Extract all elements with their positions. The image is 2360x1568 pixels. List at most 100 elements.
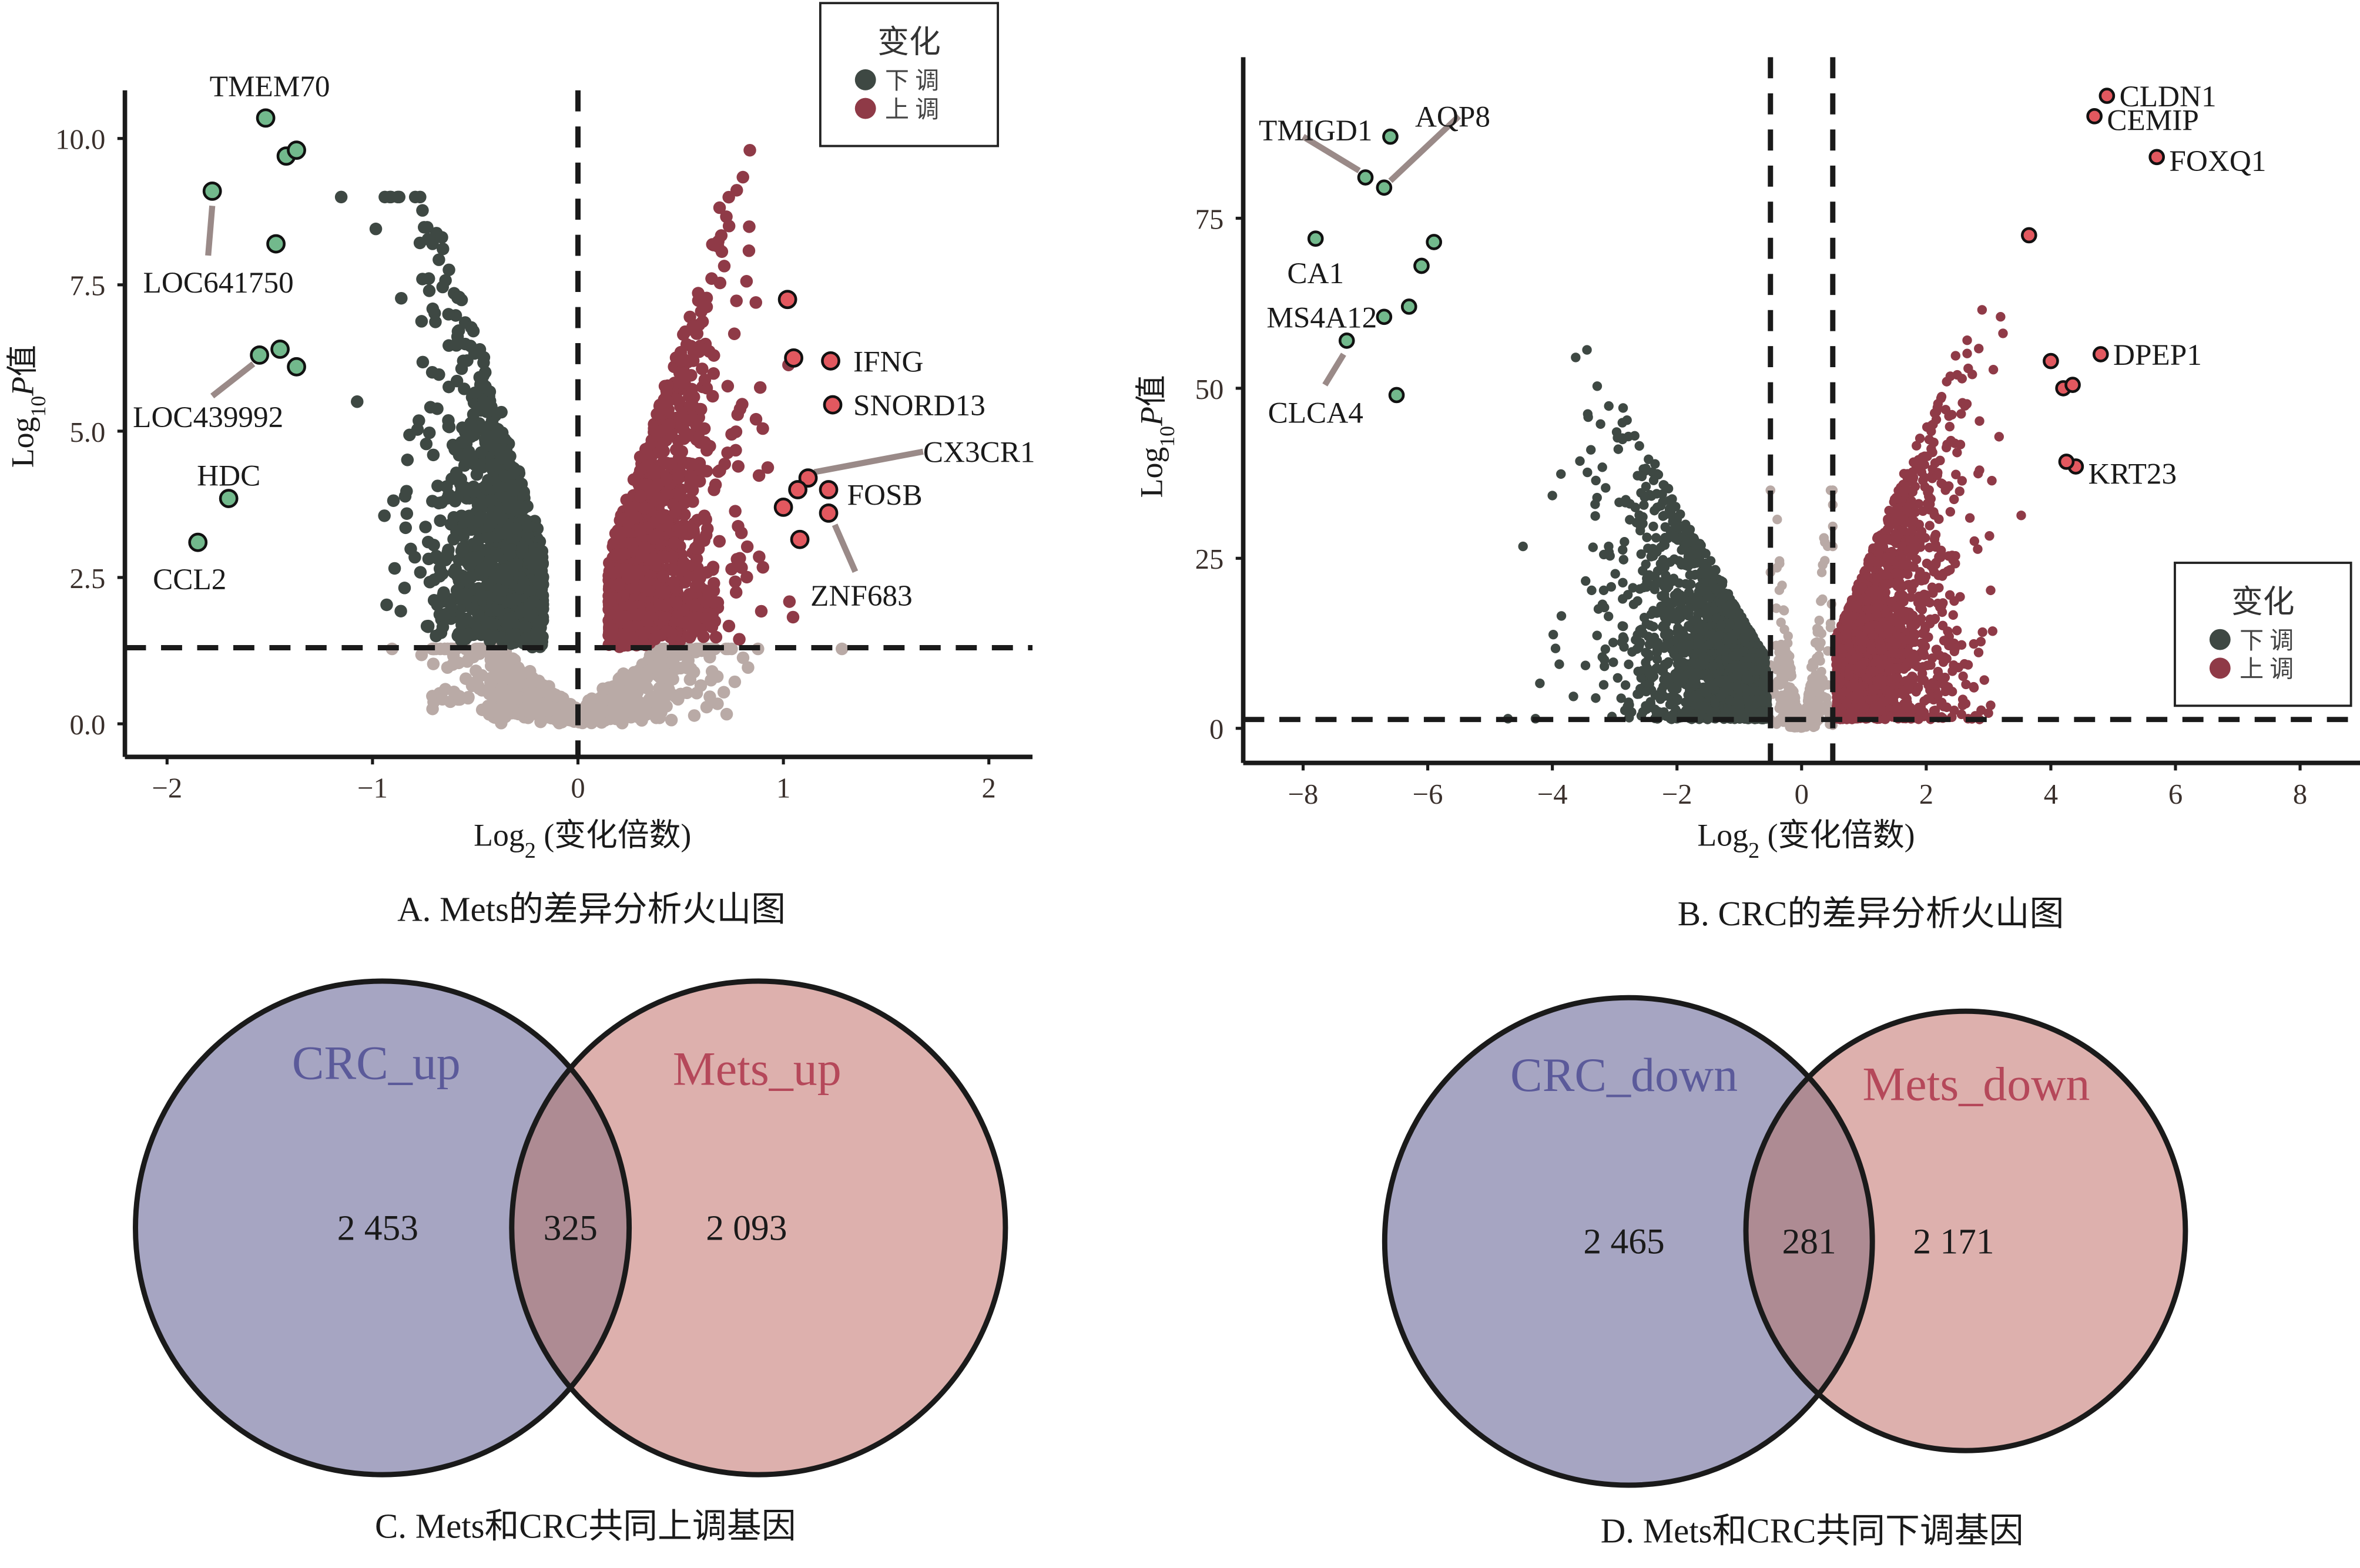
up-gene-point	[691, 539, 705, 552]
down-gene-point	[393, 190, 405, 204]
gene-label: SNORD13	[853, 389, 985, 422]
down-gene-point	[430, 549, 443, 563]
gene-label: ZNF683	[810, 579, 913, 613]
up-gene-point	[678, 496, 692, 509]
ns-gene-point	[531, 687, 544, 700]
ns-gene-point	[688, 709, 701, 722]
down-gene-point	[442, 308, 455, 321]
up-gene-point	[660, 384, 673, 398]
up-gene-point	[705, 620, 719, 633]
highlighted-gene-point	[266, 234, 286, 254]
up-gene-point	[685, 369, 698, 382]
down-gene-point	[518, 633, 532, 646]
label-leader-line	[210, 361, 256, 399]
highlighted-gene-point	[819, 503, 839, 523]
ns-gene-point	[654, 656, 667, 669]
ns-gene-point	[1805, 703, 1816, 714]
ns-gene-point	[542, 704, 555, 717]
highlighted-gene-point	[823, 395, 843, 415]
up-gene-point	[732, 460, 745, 473]
ns-gene-point	[1789, 690, 1799, 701]
down-gene-point	[414, 566, 427, 579]
down-gene-point	[521, 499, 534, 513]
down-gene-point	[440, 480, 453, 493]
down-gene-point	[530, 630, 543, 643]
down-gene-point	[485, 493, 498, 506]
gene-label: IFNG	[853, 345, 924, 378]
down-gene-point	[416, 355, 430, 369]
ns-gene-point	[680, 662, 693, 674]
down-gene-point	[495, 452, 508, 465]
down-gene-point	[529, 547, 543, 560]
down-gene-point	[472, 609, 485, 622]
down-gene-point	[398, 582, 411, 595]
up-gene-point	[670, 596, 683, 609]
y-tick-label: 7.5	[69, 270, 105, 302]
down-gene-point	[1616, 693, 1626, 703]
down-gene-point	[1684, 587, 1694, 597]
x-tick-label: −2	[152, 773, 182, 804]
up-gene-point	[783, 595, 796, 608]
ns-gene-point	[663, 673, 677, 686]
down-gene-point	[388, 562, 401, 575]
x-axis-title: Log2 (变化倍数)	[474, 818, 691, 863]
down-gene-point	[473, 459, 487, 473]
down-gene-point	[394, 605, 407, 617]
down-gene-point	[521, 520, 535, 533]
down-gene-point	[430, 629, 442, 643]
down-gene-point	[351, 395, 364, 408]
up-gene-point	[693, 571, 706, 585]
up-gene-point	[786, 610, 800, 624]
down-gene-point	[1595, 419, 1605, 429]
down-gene-point	[395, 291, 408, 305]
x-tick-label: 0	[571, 773, 585, 804]
ns-gene-point	[435, 693, 449, 706]
up-gene-point	[722, 619, 736, 633]
up-gene-point	[618, 547, 631, 560]
down-gene-point	[400, 507, 414, 521]
down-gene-point	[420, 620, 434, 633]
down-gene-point	[517, 576, 531, 589]
ns-gene-point	[562, 701, 575, 715]
ns-gene-point	[736, 651, 750, 664]
up-gene-point	[687, 523, 700, 536]
ns-gene-point	[643, 649, 657, 662]
down-gene-point	[509, 558, 522, 570]
up-gene-point	[742, 244, 756, 257]
up-gene-point	[655, 424, 668, 438]
up-gene-point	[699, 513, 712, 526]
ns-gene-point	[640, 708, 653, 721]
ns-gene-point	[596, 682, 609, 696]
down-gene-point	[1624, 659, 1634, 670]
down-gene-point	[1581, 576, 1591, 586]
down-gene-point	[415, 315, 428, 328]
up-gene-point	[652, 478, 665, 491]
up-gene-point	[634, 490, 647, 503]
down-gene-point	[435, 231, 448, 244]
down-gene-point	[455, 436, 468, 449]
up-gene-point	[706, 560, 720, 573]
ns-gene-point	[1782, 649, 1793, 659]
up-gene-point	[627, 473, 641, 486]
down-gene-point	[507, 628, 521, 641]
down-gene-point	[445, 601, 458, 615]
ns-gene-point	[628, 666, 641, 679]
up-gene-point	[657, 435, 671, 448]
down-gene-point	[434, 514, 447, 528]
ns-gene-point	[1810, 638, 1821, 648]
down-gene-point	[461, 354, 474, 367]
legend-swatch	[854, 69, 876, 90]
down-gene-point	[421, 233, 435, 246]
ns-gene-point	[1778, 605, 1789, 615]
down-gene-point	[474, 565, 488, 577]
ns-gene-point	[1819, 533, 1829, 543]
up-gene-point	[721, 380, 735, 393]
down-gene-point	[1568, 691, 1578, 701]
ns-gene-point	[453, 693, 467, 706]
ns-gene-point	[427, 657, 440, 670]
down-gene-point	[1592, 492, 1602, 503]
down-gene-point	[451, 325, 465, 338]
up-gene-point	[634, 523, 648, 537]
up-gene-point	[735, 526, 748, 539]
